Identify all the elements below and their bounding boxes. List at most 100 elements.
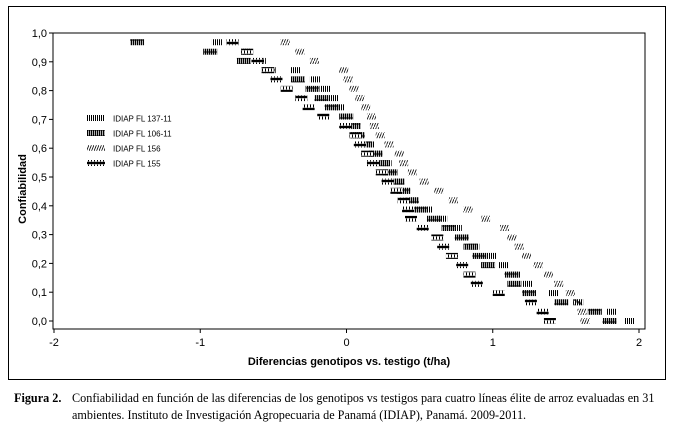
data-point bbox=[500, 224, 510, 231]
data-point bbox=[396, 187, 411, 194]
x-tick-label: 0 bbox=[343, 337, 349, 349]
data-point bbox=[383, 169, 398, 176]
data-point bbox=[375, 160, 390, 167]
data-point bbox=[236, 57, 251, 64]
data-point bbox=[381, 178, 394, 185]
figure-label: Figura 2. bbox=[14, 391, 62, 405]
data-point bbox=[445, 252, 458, 259]
data-point bbox=[456, 262, 469, 269]
data-point bbox=[514, 243, 524, 250]
data-point bbox=[431, 234, 444, 241]
data-point bbox=[463, 243, 478, 250]
legend-label: IDIAP FL 137-11 bbox=[113, 115, 172, 124]
data-point bbox=[384, 141, 394, 148]
data-point bbox=[290, 76, 305, 83]
legend-label: IDIAP FL 155 bbox=[113, 160, 161, 169]
data-point bbox=[522, 290, 536, 297]
y-tick-label: 0,2 bbox=[32, 258, 47, 270]
data-point bbox=[241, 48, 254, 55]
y-tick-label: 0,8 bbox=[32, 86, 47, 98]
data-point bbox=[339, 67, 349, 74]
data-point bbox=[324, 104, 339, 111]
y-tick-label: 0,4 bbox=[32, 201, 47, 213]
data-point bbox=[349, 85, 359, 92]
data-point bbox=[434, 187, 444, 194]
data-point bbox=[130, 39, 145, 46]
data-point bbox=[339, 113, 354, 120]
data-point bbox=[349, 132, 362, 139]
data-point bbox=[397, 197, 410, 204]
data-point bbox=[203, 48, 218, 55]
data-point bbox=[402, 206, 415, 213]
data-point bbox=[295, 48, 305, 55]
data-point bbox=[361, 150, 374, 157]
data-point bbox=[270, 76, 283, 83]
data-point bbox=[448, 197, 458, 204]
data-point bbox=[536, 308, 549, 315]
series-4 bbox=[226, 39, 556, 324]
legend-swatch bbox=[87, 130, 105, 136]
data-point bbox=[522, 280, 532, 287]
x-tick-label: -2 bbox=[49, 337, 59, 349]
legend-label: IDIAP FL 106-11 bbox=[113, 130, 172, 139]
x-tick-label: -1 bbox=[195, 337, 205, 349]
data-point bbox=[463, 206, 473, 213]
data-point bbox=[481, 215, 491, 222]
data-point bbox=[261, 67, 274, 74]
data-point bbox=[543, 318, 556, 324]
data-point bbox=[577, 308, 587, 315]
x-tick-label: 1 bbox=[490, 337, 496, 349]
data-point bbox=[295, 95, 308, 102]
data-point bbox=[606, 308, 617, 315]
data-point bbox=[353, 141, 366, 148]
data-point bbox=[375, 132, 385, 139]
reliability-chart: 0,0 0,1 0,2 0,3 0,4 0,5 0,6 0,7 0,8 0,9 1,0 -2 -1 0 1 2… bbox=[17, 28, 646, 368]
data-point bbox=[624, 318, 635, 324]
data-point bbox=[251, 57, 264, 64]
data-point bbox=[554, 299, 569, 306]
data-point bbox=[416, 224, 429, 231]
data-point bbox=[280, 39, 290, 46]
data-point bbox=[361, 104, 371, 111]
y-tick-label: 0,7 bbox=[32, 114, 47, 126]
data-point bbox=[394, 150, 404, 157]
data-point bbox=[226, 39, 239, 46]
data-point bbox=[309, 76, 320, 83]
data-point bbox=[507, 280, 522, 287]
data-point bbox=[504, 271, 519, 278]
data-point bbox=[587, 308, 602, 315]
data-point bbox=[280, 85, 293, 92]
series-3 bbox=[280, 39, 590, 324]
data-point bbox=[334, 104, 345, 111]
data-point bbox=[339, 123, 352, 130]
data-point bbox=[463, 271, 476, 278]
data-point bbox=[543, 271, 553, 278]
data-point bbox=[305, 85, 320, 92]
data-marks bbox=[130, 39, 635, 324]
series-2 bbox=[130, 39, 617, 324]
data-point bbox=[375, 169, 388, 176]
data-point bbox=[419, 178, 429, 185]
data-point bbox=[399, 160, 409, 167]
data-point bbox=[507, 234, 517, 241]
data-point bbox=[426, 215, 441, 222]
data-point bbox=[498, 262, 509, 269]
data-point bbox=[405, 197, 419, 204]
data-point bbox=[309, 57, 319, 64]
data-point bbox=[437, 243, 450, 250]
data-point bbox=[441, 224, 456, 231]
data-point bbox=[320, 85, 331, 92]
data-point bbox=[368, 150, 383, 157]
data-point bbox=[314, 95, 329, 102]
y-tick-label: 0,1 bbox=[32, 287, 47, 299]
data-point bbox=[346, 123, 361, 130]
data-point bbox=[454, 234, 469, 241]
data-point bbox=[317, 113, 330, 120]
y-tick-label: 1,0 bbox=[32, 28, 47, 40]
legend: IDIAP FL 137-11 IDIAP FL 106-11 IDIAP FL 1… bbox=[87, 115, 172, 169]
data-point bbox=[522, 252, 531, 259]
data-point bbox=[554, 280, 564, 287]
y-axis-label: Confiabilidad bbox=[17, 154, 29, 224]
data-point bbox=[328, 95, 339, 102]
data-point bbox=[413, 206, 428, 213]
